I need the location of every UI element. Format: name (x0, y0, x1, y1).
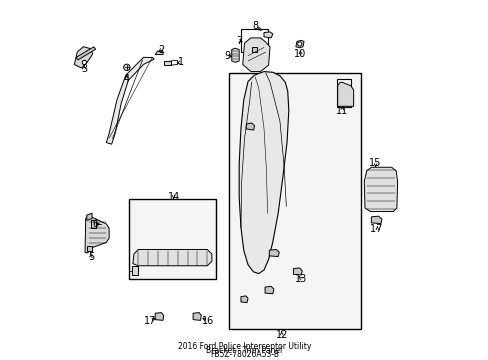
Polygon shape (370, 216, 381, 224)
Polygon shape (241, 296, 247, 303)
Text: 9: 9 (224, 51, 230, 61)
Text: 13: 13 (294, 274, 306, 284)
Circle shape (82, 60, 86, 64)
Circle shape (123, 64, 130, 71)
Text: 6: 6 (92, 219, 98, 229)
Polygon shape (155, 51, 163, 55)
Text: 2: 2 (158, 45, 164, 55)
Text: 3: 3 (81, 64, 87, 74)
Polygon shape (231, 48, 239, 62)
Text: 11: 11 (335, 106, 347, 116)
Text: 5: 5 (88, 252, 94, 262)
Polygon shape (91, 220, 96, 228)
Text: 12: 12 (275, 329, 287, 339)
Polygon shape (295, 40, 304, 48)
Polygon shape (86, 246, 92, 251)
Polygon shape (155, 312, 163, 320)
Polygon shape (364, 167, 397, 212)
Polygon shape (239, 72, 288, 274)
Circle shape (297, 42, 301, 46)
Polygon shape (86, 213, 92, 220)
Polygon shape (293, 268, 302, 275)
Polygon shape (246, 123, 254, 130)
Bar (241, 29, 267, 52)
Text: 1: 1 (178, 57, 184, 67)
Text: 15: 15 (368, 158, 381, 168)
Polygon shape (193, 312, 201, 320)
Text: 16: 16 (202, 316, 214, 326)
Polygon shape (74, 47, 93, 68)
Polygon shape (264, 286, 273, 294)
Bar (129, 199, 216, 279)
Bar (336, 78, 350, 107)
Polygon shape (251, 47, 256, 52)
Polygon shape (337, 82, 353, 106)
Text: 17: 17 (369, 224, 385, 234)
Text: 17: 17 (143, 316, 156, 326)
Polygon shape (264, 32, 272, 38)
Polygon shape (242, 38, 269, 72)
Text: 8: 8 (251, 21, 258, 31)
Polygon shape (269, 249, 279, 257)
Text: 10: 10 (294, 49, 306, 59)
Polygon shape (133, 249, 211, 266)
Polygon shape (163, 61, 170, 65)
Polygon shape (132, 266, 138, 275)
Polygon shape (106, 57, 154, 144)
Polygon shape (76, 47, 96, 60)
Text: 2016 Ford Police Interceptor Utility: 2016 Ford Police Interceptor Utility (178, 342, 310, 351)
Text: Bracket - Trim Panel: Bracket - Trim Panel (206, 346, 282, 355)
Text: 14: 14 (167, 192, 180, 202)
Text: 7: 7 (236, 36, 242, 46)
Text: FB5Z-78026A53-B: FB5Z-78026A53-B (209, 350, 279, 359)
Polygon shape (85, 215, 109, 253)
Text: 4: 4 (123, 75, 130, 84)
Bar (228, 73, 361, 329)
